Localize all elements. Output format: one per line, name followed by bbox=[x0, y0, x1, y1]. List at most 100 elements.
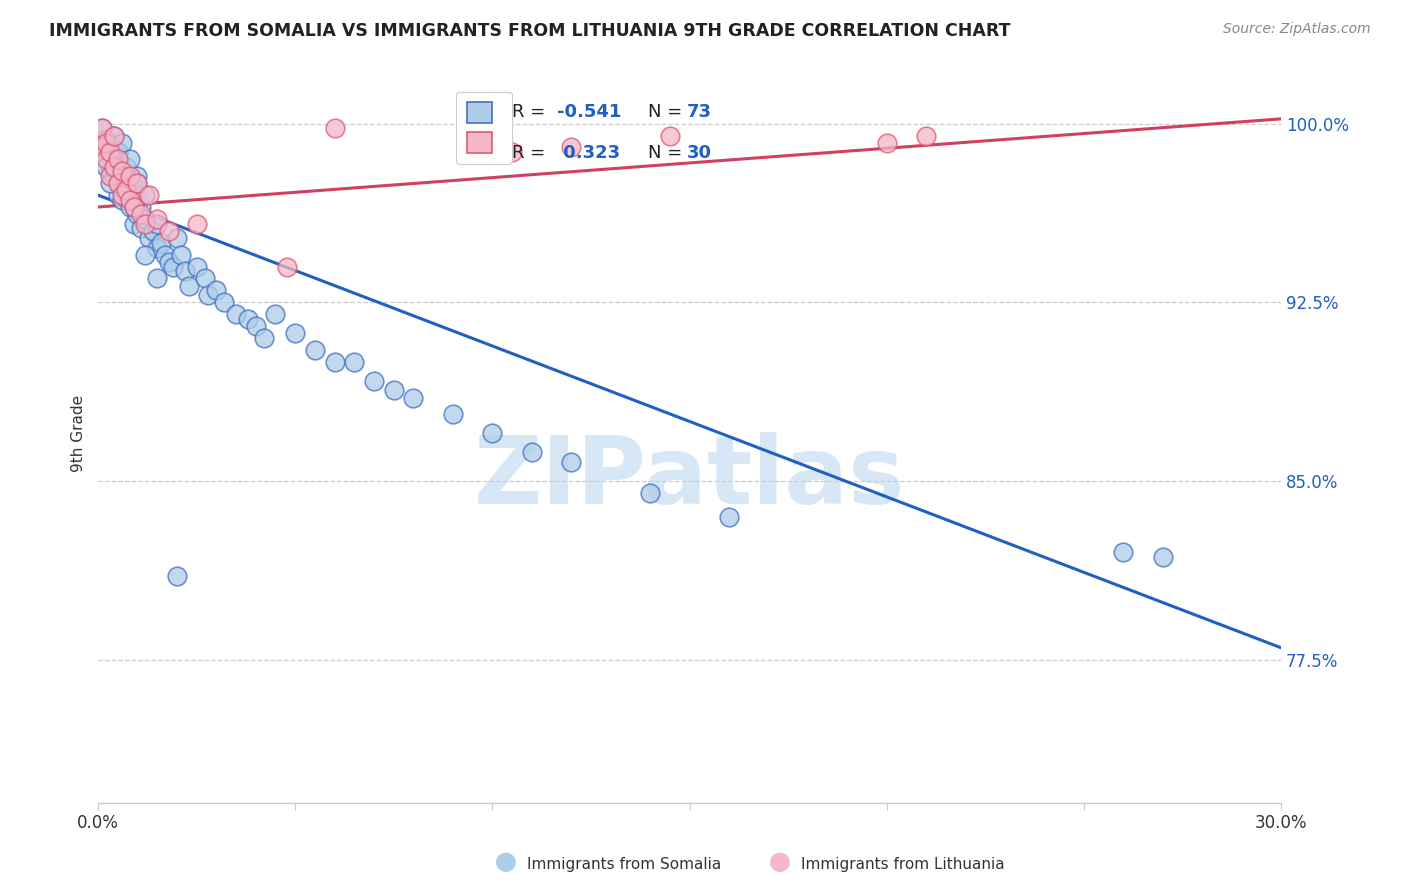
Point bbox=[107, 145, 129, 160]
Point bbox=[166, 231, 188, 245]
Point bbox=[150, 235, 173, 250]
Text: IMMIGRANTS FROM SOMALIA VS IMMIGRANTS FROM LITHUANIA 9TH GRADE CORRELATION CHART: IMMIGRANTS FROM SOMALIA VS IMMIGRANTS FR… bbox=[49, 22, 1011, 40]
Point bbox=[127, 169, 149, 183]
Point bbox=[245, 319, 267, 334]
Point bbox=[107, 188, 129, 202]
Point bbox=[186, 217, 208, 231]
Text: R =: R = bbox=[512, 144, 551, 161]
Text: 30: 30 bbox=[688, 144, 711, 161]
Point bbox=[1152, 550, 1174, 565]
Point bbox=[118, 176, 141, 190]
Point bbox=[382, 384, 405, 398]
Point bbox=[177, 278, 200, 293]
Text: N =: N = bbox=[648, 144, 688, 161]
Point bbox=[915, 128, 938, 143]
Point bbox=[131, 200, 153, 214]
Point bbox=[166, 569, 188, 583]
Point bbox=[304, 343, 326, 357]
Text: N =: N = bbox=[648, 103, 688, 121]
Text: ⬤: ⬤ bbox=[495, 853, 517, 872]
Point bbox=[197, 288, 219, 302]
Point bbox=[225, 307, 247, 321]
Point bbox=[94, 150, 117, 164]
Point bbox=[138, 231, 160, 245]
Point bbox=[560, 455, 582, 469]
Point bbox=[114, 183, 136, 197]
Point bbox=[170, 247, 193, 261]
Point bbox=[127, 176, 149, 190]
Point bbox=[103, 160, 125, 174]
Legend: , : , bbox=[456, 92, 512, 164]
Point bbox=[323, 121, 346, 136]
Point bbox=[103, 128, 125, 143]
Point bbox=[157, 224, 180, 238]
Point bbox=[111, 136, 134, 150]
Point bbox=[205, 284, 228, 298]
Point bbox=[134, 188, 156, 202]
Point bbox=[122, 188, 145, 202]
Point bbox=[264, 307, 287, 321]
Point bbox=[520, 445, 543, 459]
Point bbox=[98, 164, 121, 178]
Text: Immigrants from Somalia: Immigrants from Somalia bbox=[527, 857, 721, 872]
Point bbox=[122, 200, 145, 214]
Point bbox=[717, 509, 740, 524]
Point bbox=[193, 271, 215, 285]
Point bbox=[103, 169, 125, 183]
Point bbox=[114, 169, 136, 183]
Point bbox=[111, 193, 134, 207]
Point bbox=[638, 486, 661, 500]
Point bbox=[114, 160, 136, 174]
Point bbox=[560, 140, 582, 154]
Y-axis label: 9th Grade: 9th Grade bbox=[72, 395, 86, 472]
Point bbox=[94, 133, 117, 147]
Point bbox=[253, 331, 276, 345]
Text: -0.541: -0.541 bbox=[557, 103, 621, 121]
Text: R =: R = bbox=[512, 103, 551, 121]
Point bbox=[94, 136, 117, 150]
Point bbox=[134, 247, 156, 261]
Point bbox=[107, 176, 129, 190]
Point bbox=[146, 271, 169, 285]
Point bbox=[173, 264, 195, 278]
Point bbox=[118, 153, 141, 167]
Point bbox=[276, 260, 298, 274]
Point bbox=[146, 240, 169, 254]
Point bbox=[127, 176, 149, 190]
Point bbox=[142, 224, 165, 238]
Point bbox=[146, 211, 169, 226]
Point bbox=[343, 355, 366, 369]
Point bbox=[111, 164, 134, 178]
Text: ⬤: ⬤ bbox=[769, 853, 792, 872]
Point bbox=[186, 260, 208, 274]
Point bbox=[94, 160, 117, 174]
Text: 0.323: 0.323 bbox=[557, 144, 620, 161]
Point bbox=[118, 200, 141, 214]
Point bbox=[103, 153, 125, 167]
Point bbox=[98, 169, 121, 183]
Point bbox=[157, 254, 180, 268]
Point bbox=[91, 140, 114, 154]
Point bbox=[107, 153, 129, 167]
Point bbox=[402, 391, 425, 405]
Text: Source: ZipAtlas.com: Source: ZipAtlas.com bbox=[1223, 22, 1371, 37]
Point bbox=[91, 121, 114, 136]
Point bbox=[98, 136, 121, 150]
Point bbox=[114, 183, 136, 197]
Point bbox=[122, 200, 145, 214]
Text: 73: 73 bbox=[688, 103, 711, 121]
Point bbox=[236, 312, 259, 326]
Point bbox=[122, 217, 145, 231]
Point bbox=[284, 326, 307, 341]
Point bbox=[107, 145, 129, 160]
Point bbox=[501, 145, 523, 160]
Text: Immigrants from Lithuania: Immigrants from Lithuania bbox=[801, 857, 1005, 872]
Point bbox=[131, 207, 153, 221]
Point bbox=[138, 188, 160, 202]
Point bbox=[146, 217, 169, 231]
Point bbox=[127, 207, 149, 221]
Point bbox=[153, 247, 176, 261]
Point bbox=[658, 128, 681, 143]
Point bbox=[98, 145, 121, 160]
Point bbox=[1112, 545, 1135, 559]
